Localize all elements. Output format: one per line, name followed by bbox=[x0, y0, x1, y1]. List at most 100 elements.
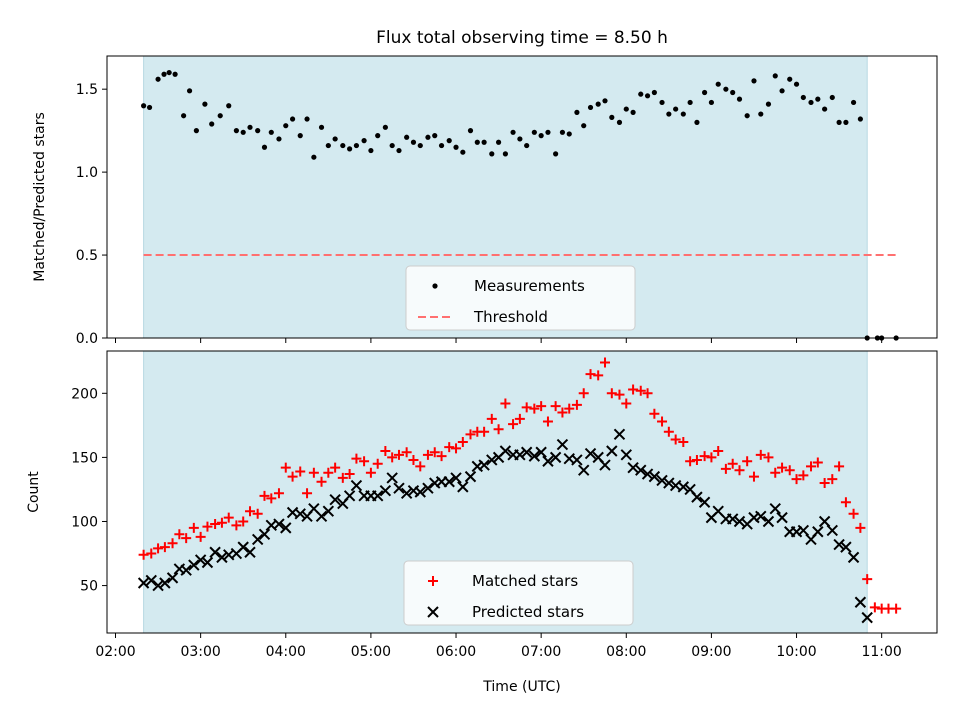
data-point bbox=[734, 465, 745, 476]
x-axis-label: Time (UTC) bbox=[482, 679, 560, 695]
data-point bbox=[535, 446, 547, 458]
data-point bbox=[308, 467, 319, 478]
data-point bbox=[644, 93, 651, 99]
bottom-y-tick-label: 150 bbox=[71, 450, 98, 466]
data-point bbox=[138, 549, 149, 560]
data-point bbox=[812, 457, 823, 468]
data-point bbox=[542, 416, 553, 427]
data-point bbox=[438, 142, 445, 149]
data-point bbox=[340, 142, 346, 149]
legend-label: Measurements bbox=[474, 277, 585, 295]
data-point bbox=[159, 577, 171, 589]
data-point bbox=[556, 438, 569, 451]
data-point bbox=[386, 472, 398, 484]
data-point bbox=[266, 493, 277, 504]
data-point bbox=[779, 88, 785, 94]
data-point bbox=[793, 81, 800, 87]
data-point bbox=[202, 101, 208, 107]
bottom-y-tick-label: 200 bbox=[71, 386, 98, 402]
data-point bbox=[323, 467, 334, 478]
data-point bbox=[517, 136, 523, 142]
data-point bbox=[744, 113, 750, 119]
data-point bbox=[521, 402, 532, 413]
data-point bbox=[379, 485, 392, 497]
data-point bbox=[819, 478, 830, 489]
data-point bbox=[627, 461, 639, 474]
data-point bbox=[869, 602, 880, 613]
data-point bbox=[691, 454, 702, 465]
data-point bbox=[226, 103, 232, 109]
data-point bbox=[566, 131, 572, 137]
data-point bbox=[595, 101, 601, 107]
data-point bbox=[347, 146, 353, 152]
data-point bbox=[152, 579, 164, 592]
data-point bbox=[727, 458, 738, 469]
data-point bbox=[361, 138, 367, 144]
data-point bbox=[564, 403, 575, 414]
data-point bbox=[638, 91, 644, 97]
data-point bbox=[843, 119, 849, 125]
data-point bbox=[240, 129, 246, 135]
data-point bbox=[145, 574, 157, 587]
legend-marker bbox=[432, 283, 438, 289]
data-point bbox=[337, 472, 348, 483]
top-panel: 0.0 0.5 1.0 1.5 Matched/Predicted stars Measu… bbox=[32, 55, 938, 347]
data-point bbox=[769, 502, 781, 515]
data-point bbox=[223, 512, 234, 523]
data-point bbox=[444, 442, 455, 453]
data-point bbox=[827, 474, 838, 485]
data-point bbox=[417, 142, 423, 149]
data-point bbox=[186, 88, 193, 94]
data-point bbox=[670, 434, 681, 445]
data-point bbox=[850, 99, 857, 106]
data-point bbox=[251, 533, 264, 546]
data-point bbox=[502, 151, 508, 157]
data-point bbox=[315, 510, 328, 523]
data-point bbox=[261, 144, 268, 150]
data-point bbox=[708, 99, 715, 106]
data-point bbox=[500, 398, 511, 409]
bottom-panel: 50 100 150 200 Count 02:00 03:00 04:00 05:00 06:0… bbox=[26, 351, 938, 660]
data-point bbox=[772, 73, 778, 79]
data-point bbox=[848, 508, 859, 519]
data-point bbox=[332, 136, 338, 142]
data-point bbox=[536, 401, 547, 412]
data-point bbox=[259, 490, 270, 501]
data-point bbox=[642, 388, 653, 399]
data-point bbox=[680, 111, 686, 117]
data-point bbox=[557, 407, 568, 418]
data-point bbox=[216, 517, 227, 528]
top-y-axis-label: Matched/Predicted stars bbox=[32, 112, 48, 282]
data-point bbox=[486, 413, 497, 424]
data-point bbox=[415, 461, 426, 472]
data-point bbox=[613, 428, 626, 441]
data-point bbox=[400, 487, 413, 499]
data-point bbox=[465, 429, 476, 440]
legend-box bbox=[405, 265, 636, 331]
data-point bbox=[396, 147, 402, 154]
data-point bbox=[659, 99, 665, 106]
legend-label: Threshold bbox=[473, 308, 548, 326]
data-point bbox=[834, 461, 845, 472]
data-point bbox=[585, 369, 596, 380]
x-tick-label: 11:00 bbox=[861, 644, 901, 660]
data-point bbox=[815, 96, 821, 102]
top-y-tick-label: 1.0 bbox=[76, 165, 98, 181]
x-tick-label: 04:00 bbox=[266, 644, 306, 660]
data-point bbox=[188, 522, 199, 533]
data-point bbox=[188, 559, 200, 571]
data-point bbox=[302, 488, 313, 499]
data-point bbox=[715, 81, 721, 87]
data-point bbox=[587, 104, 594, 111]
top-axes-frame bbox=[106, 55, 938, 339]
data-point bbox=[233, 128, 239, 134]
data-point bbox=[663, 477, 675, 489]
data-point bbox=[706, 452, 717, 463]
data-point bbox=[382, 124, 388, 130]
data-point bbox=[460, 149, 466, 155]
bottom-legend: Matched stars Predicted stars bbox=[403, 560, 634, 626]
data-point bbox=[457, 481, 469, 493]
data-point bbox=[755, 449, 766, 460]
data-point bbox=[372, 490, 384, 502]
bottom-series-predicted-stars bbox=[139, 428, 873, 624]
